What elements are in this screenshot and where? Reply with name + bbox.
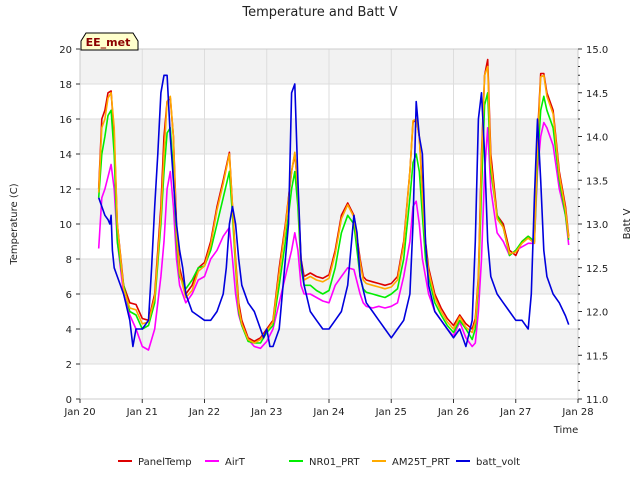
x-axis-label: Time (553, 425, 578, 436)
y2-tick-label: 14.0 (586, 133, 608, 144)
y2-tick-label: 11.0 (586, 395, 608, 406)
legend-label: AirT (225, 457, 246, 468)
x-tick-label: Jan 21 (126, 407, 158, 418)
y-axis-label: Temperature (C) (9, 183, 20, 265)
site-badge: EE_met (80, 32, 139, 51)
site-badge-box (80, 32, 139, 51)
y-tick-label: 12 (59, 185, 72, 196)
y-axis-right: 11.0 11.5 12.0 12.5 13.0 13.5 14.0 14.5 15.0 (578, 45, 608, 406)
series-line-batt-volt (97, 74, 570, 348)
x-tick-label: Jan 23 (250, 407, 282, 418)
y-tick-label: 8 (66, 255, 72, 266)
y-tick-label: 14 (59, 150, 72, 161)
chart-title: Temperature and Batt V (241, 5, 397, 20)
y-tick-label: 0 (66, 395, 72, 406)
x-tick-label: Jan 24 (312, 407, 344, 418)
y2-tick-label: 12.0 (586, 308, 608, 319)
site-badge-label: EE_met (86, 36, 131, 49)
x-tick-label: Jan 25 (375, 407, 407, 418)
y2-tick-label: 15.0 (586, 45, 608, 56)
y2-axis-label: Batt V (622, 208, 633, 239)
y2-tick-label: 11.5 (586, 351, 608, 362)
legend-label: batt_volt (476, 457, 520, 468)
y2-tick-label: 14.5 (586, 89, 608, 100)
y-tick-label: 20 (59, 45, 72, 56)
y-tick-label: 18 (59, 80, 72, 91)
y-tick-label: 4 (66, 325, 72, 336)
legend-label: PanelTemp (138, 457, 192, 468)
x-axis: Jan 20 Jan 21 Jan 22 Jan 23 Jan 24 Jan 25 Jan … (63, 399, 594, 418)
x-tick-label: Jan 27 (499, 407, 531, 418)
x-tick-label: Jan 22 (188, 407, 220, 418)
legend-label: AM25T_PRT (392, 457, 451, 468)
x-tick-label: Jan 26 (437, 407, 469, 418)
y-tick-label: 16 (59, 115, 72, 126)
series-line-airt (97, 121, 570, 351)
legend-label: NR01_PRT (309, 457, 360, 468)
x-tick-label: Jan 28 (561, 407, 593, 418)
y2-tick-label: 12.5 (586, 264, 608, 275)
y-tick-label: 6 (66, 290, 72, 301)
y-tick-label: 2 (66, 360, 72, 371)
y2-tick-label: 13.0 (586, 220, 608, 231)
legend: PanelTemp AirT NR01_PRT AM25T_PRT batt_volt (118, 457, 520, 468)
x-tick-label: Jan 20 (63, 407, 95, 418)
y-tick-label: 10 (59, 220, 72, 231)
y-axis-left: 0 2 4 6 8 10 12 14 16 18 20 (59, 45, 80, 406)
series-layer (97, 58, 570, 351)
y2-tick-label: 13.5 (586, 176, 608, 187)
series-line-am25t-prt (97, 65, 570, 344)
